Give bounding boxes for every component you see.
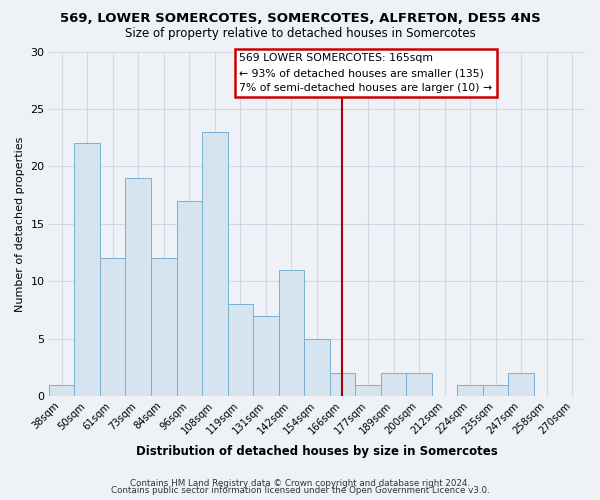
Text: 569 LOWER SOMERCOTES: 165sqm
← 93% of detached houses are smaller (135)
7% of se: 569 LOWER SOMERCOTES: 165sqm ← 93% of de…: [239, 53, 493, 93]
Bar: [304, 339, 329, 396]
Bar: [227, 304, 253, 396]
Text: 569, LOWER SOMERCOTES, SOMERCOTES, ALFRETON, DE55 4NS: 569, LOWER SOMERCOTES, SOMERCOTES, ALFRE…: [59, 12, 541, 26]
X-axis label: Distribution of detached houses by size in Somercotes: Distribution of detached houses by size …: [136, 444, 498, 458]
Text: Contains public sector information licensed under the Open Government Licence v3: Contains public sector information licen…: [110, 486, 490, 495]
Bar: [74, 144, 100, 396]
Bar: [355, 385, 381, 396]
Bar: [202, 132, 227, 396]
Bar: [100, 258, 125, 396]
Bar: [406, 374, 432, 396]
Bar: [125, 178, 151, 396]
Bar: [329, 374, 355, 396]
Bar: [483, 385, 508, 396]
Bar: [508, 374, 534, 396]
Text: Contains HM Land Registry data © Crown copyright and database right 2024.: Contains HM Land Registry data © Crown c…: [130, 478, 470, 488]
Bar: [253, 316, 278, 396]
Bar: [49, 385, 74, 396]
Bar: [176, 201, 202, 396]
Bar: [278, 270, 304, 396]
Y-axis label: Number of detached properties: Number of detached properties: [15, 136, 25, 312]
Bar: [381, 374, 406, 396]
Text: Size of property relative to detached houses in Somercotes: Size of property relative to detached ho…: [125, 28, 475, 40]
Bar: [457, 385, 483, 396]
Bar: [151, 258, 176, 396]
